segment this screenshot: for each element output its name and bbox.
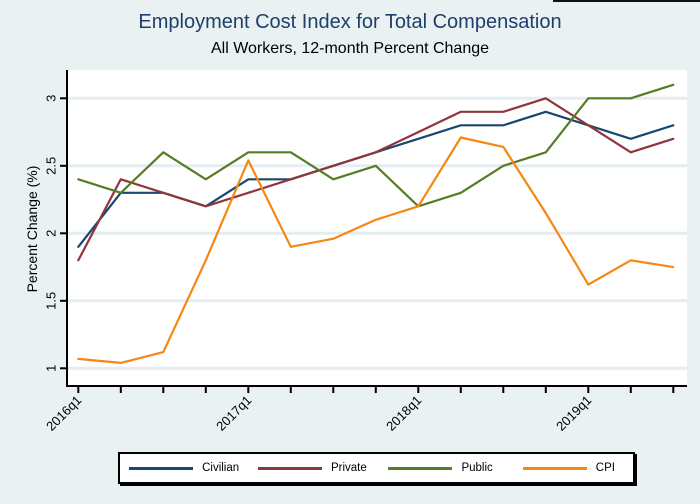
chart-subtitle: All Workers, 12-month Percent Change	[210, 40, 490, 57]
y-tick-label: 2.5	[44, 157, 59, 175]
y-tick-label: 3	[44, 95, 59, 102]
legend-label: Public	[461, 462, 493, 474]
y-tick-label: 1	[44, 365, 59, 372]
y-tick-label: 1.5	[44, 292, 59, 310]
series-line-public	[77, 83, 675, 208]
legend-item-private: Private	[248, 462, 376, 474]
top-edge-artifact-line	[553, 0, 700, 2]
chart-legend: Civilian Private Public CPI	[118, 452, 635, 484]
x-tick-label: 2016q1	[43, 393, 84, 434]
plot-background	[67, 70, 687, 386]
legend-label: Civilian	[202, 462, 240, 474]
legend-line-swatch	[388, 466, 453, 470]
legend-item-public: Public	[377, 462, 505, 474]
legend-line-swatch	[522, 466, 587, 470]
series-line-cpi	[77, 136, 675, 364]
legend-line-swatch	[257, 466, 322, 470]
legend-label: Private	[330, 462, 367, 474]
x-tick-label: 2018q1	[383, 393, 424, 434]
chart-title: Employment Cost Index for Total Compensa…	[138, 11, 562, 33]
x-tick-label: 2019q1	[553, 393, 594, 434]
legend-label: CPI	[595, 462, 615, 474]
x-tick-label: 2017q1	[213, 393, 254, 434]
y-tick-label: 2	[44, 230, 59, 237]
legend-line-swatch	[129, 466, 194, 470]
legend-item-civilian: Civilian	[120, 462, 248, 474]
legend-item-cpi: CPI	[505, 462, 633, 474]
